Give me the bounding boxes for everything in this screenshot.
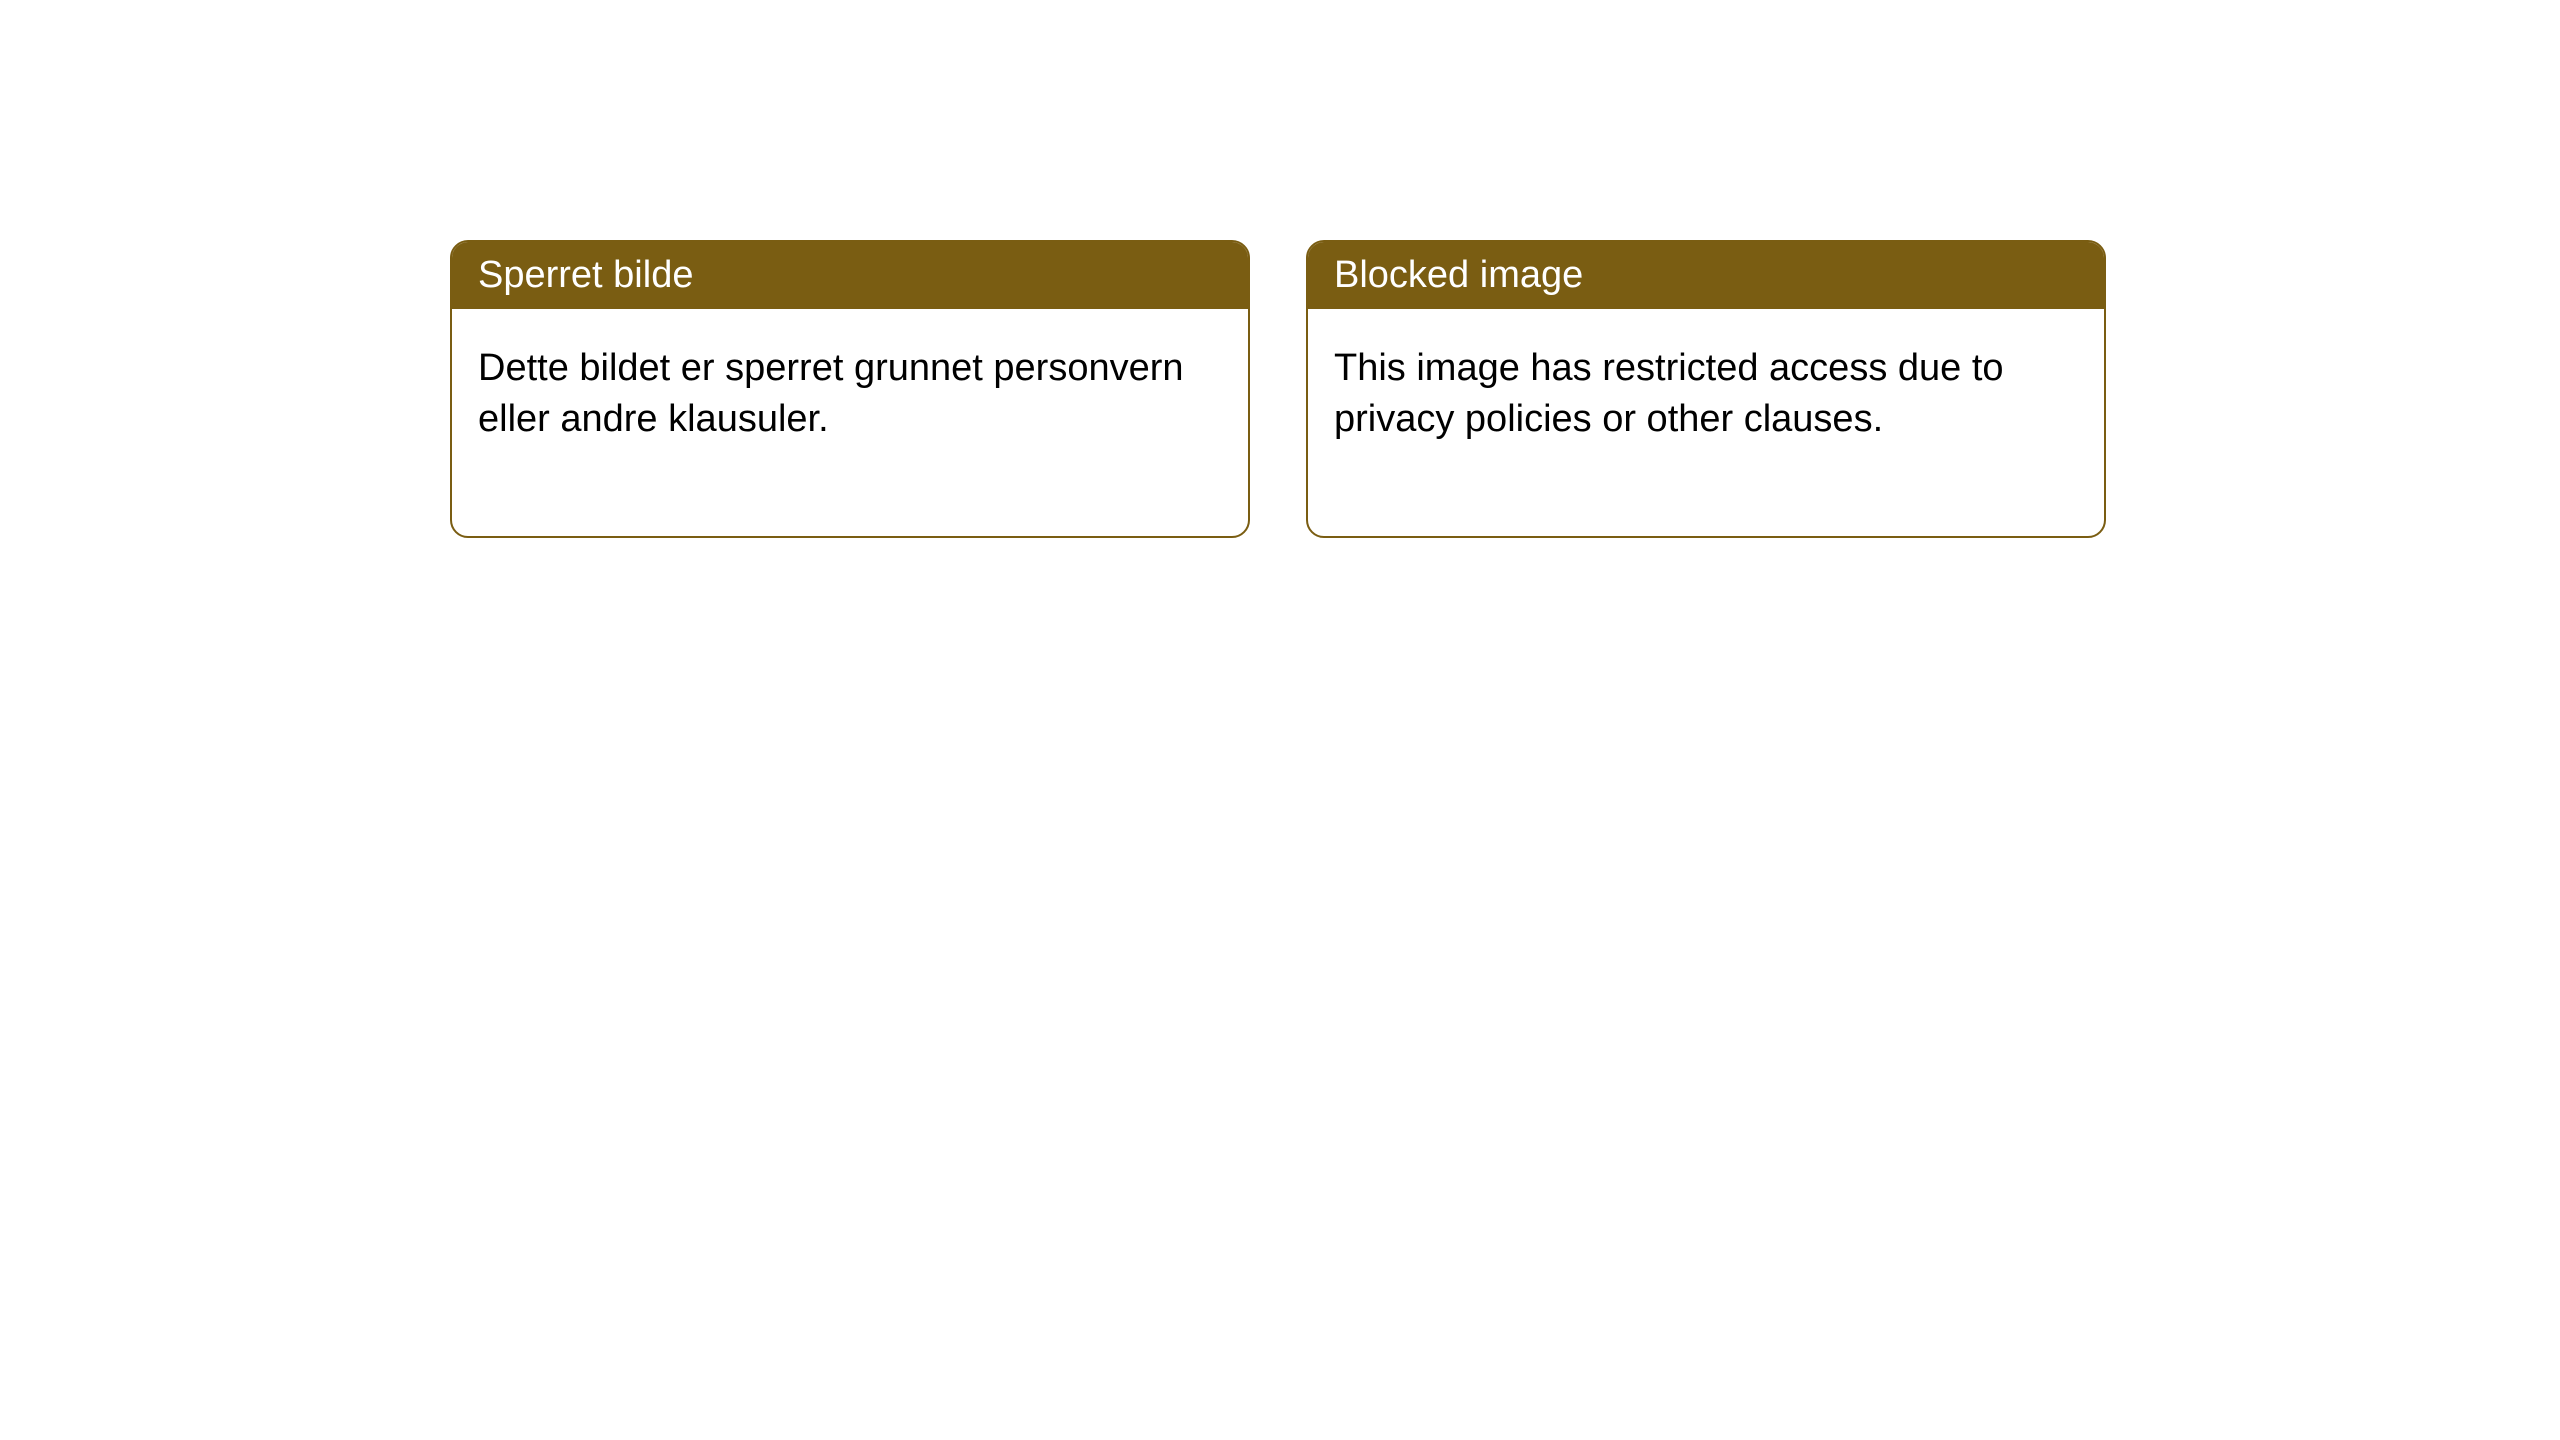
notice-card-english: Blocked image This image has restricted …: [1306, 240, 2106, 538]
notice-body-norwegian: Dette bildet er sperret grunnet personve…: [452, 309, 1248, 536]
notice-header-english: Blocked image: [1308, 242, 2104, 309]
notice-card-norwegian: Sperret bilde Dette bildet er sperret gr…: [450, 240, 1250, 538]
notice-header-norwegian: Sperret bilde: [452, 242, 1248, 309]
notice-container: Sperret bilde Dette bildet er sperret gr…: [450, 240, 2106, 538]
notice-body-english: This image has restricted access due to …: [1308, 309, 2104, 536]
